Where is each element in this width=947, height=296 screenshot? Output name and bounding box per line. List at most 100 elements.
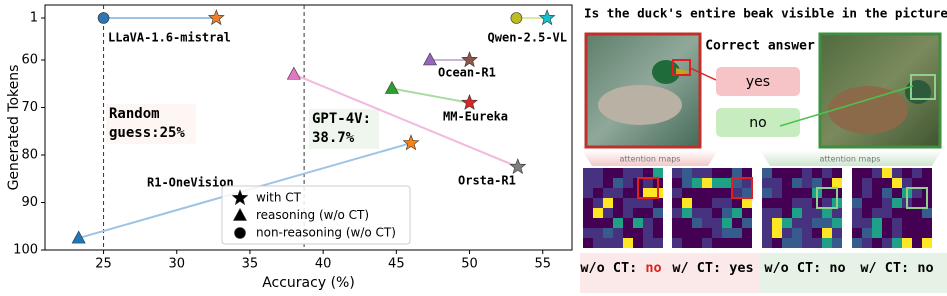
attention-cell (882, 188, 892, 198)
attention-cell (643, 208, 653, 218)
attention-cell (613, 208, 623, 218)
attention-cell (653, 198, 663, 208)
attention-cell (912, 198, 922, 208)
point (97, 12, 110, 24)
attention-cell (603, 178, 613, 188)
attention-cell (643, 218, 653, 228)
attention-cell (832, 178, 842, 188)
attention-cell (742, 238, 752, 248)
attention-cell (682, 228, 692, 238)
attention-cell (762, 228, 772, 238)
attention-cell (643, 198, 653, 208)
legend-label: reasoning (w/o CT) (256, 208, 369, 222)
attention-cell (633, 228, 643, 238)
attention-cell (872, 238, 882, 248)
attention-cell (583, 198, 593, 208)
attention-cell (802, 188, 812, 198)
attention-cell (912, 188, 922, 198)
attention-cell (732, 198, 742, 208)
attention-cell (862, 188, 872, 198)
caption-answer: no (829, 260, 845, 276)
map-label: attention maps (820, 155, 881, 164)
attention-cell (712, 178, 722, 188)
attention-cell (623, 218, 633, 228)
attention-cell (682, 178, 692, 188)
attention-cell (762, 188, 772, 198)
attention-cell (882, 198, 892, 208)
attention-cell (742, 218, 752, 228)
chart: 25 30 35 40 45 50 55 1 60 70 80 90 100 Accuracy (%) Ge… (6, 4, 573, 291)
attention-cell (613, 218, 623, 228)
attention-cell (742, 198, 752, 208)
option-text: yes (746, 74, 770, 90)
point (461, 93, 478, 110)
attention-cell (852, 188, 862, 198)
attention-cell (782, 238, 792, 248)
attention-cell (682, 238, 692, 248)
attention-cell (802, 208, 812, 218)
attention-cell (633, 218, 643, 228)
attention-cell (872, 188, 882, 198)
attention-cell (603, 198, 613, 208)
attention-cell (603, 218, 613, 228)
attention-cell (882, 228, 892, 238)
point (207, 9, 225, 26)
attention-cell (792, 188, 802, 198)
attention-cell (712, 218, 722, 228)
caption-answer: yes (729, 260, 753, 276)
attention-cell (782, 178, 792, 188)
attention-cell (712, 198, 722, 208)
legend-label: non-reasoning (w/o CT) (256, 226, 396, 240)
attention-cell (902, 208, 912, 218)
attention-cell (583, 168, 593, 178)
attention-cell (792, 178, 802, 188)
attention-cell (593, 238, 603, 248)
x-tick-label: 30 (168, 257, 185, 272)
attention-cell (852, 178, 862, 188)
attention-cell (802, 238, 812, 248)
attention-cell (583, 238, 593, 248)
attention-cell (872, 228, 882, 238)
point (71, 230, 86, 244)
attention-cell (902, 178, 912, 188)
attention-cell (762, 168, 772, 178)
attention-cell (732, 218, 742, 228)
annotation-box (309, 109, 379, 149)
attention-cell (692, 208, 702, 218)
attention-cell (593, 168, 603, 178)
caption-band (580, 253, 760, 293)
attention-cell (812, 178, 822, 188)
attention-cell (872, 208, 882, 218)
attention-cell (792, 198, 802, 208)
attention-cell (672, 208, 682, 218)
attention-cell (613, 178, 623, 188)
attention-cell (682, 168, 692, 178)
duck-image (584, 32, 702, 149)
point (461, 51, 478, 68)
attention-cell (742, 228, 752, 238)
attention-cell (862, 218, 872, 228)
attention-cell (702, 228, 712, 238)
attention-cell (892, 178, 902, 188)
x-tick-label: 45 (388, 257, 405, 272)
question: Is the duck's entire beak visible in the… (584, 6, 947, 21)
attention-cell (792, 228, 802, 238)
attention-maps: w/o CT: no w/ CT: yes w/o CT: no w/ CT: no (580, 168, 934, 276)
y-tick-label: 100 (13, 243, 38, 258)
x-axis-label: Accuracy (%) (262, 275, 355, 291)
attention-cell (623, 198, 633, 208)
attention-cell (822, 208, 832, 218)
attention-cell (702, 218, 712, 228)
connector (689, 67, 717, 81)
attention-cell (672, 188, 682, 198)
caption-prefix: w/o CT: (580, 260, 637, 276)
caption: w/o CT: no (764, 260, 845, 276)
attention-cell (772, 218, 782, 228)
attention-cell (692, 178, 702, 188)
attention-cell (892, 218, 902, 228)
caption: w/ CT: yes (672, 260, 753, 276)
attention-cell (722, 178, 732, 188)
y-tick-label: 60 (21, 53, 38, 68)
attention-cell (692, 238, 702, 248)
